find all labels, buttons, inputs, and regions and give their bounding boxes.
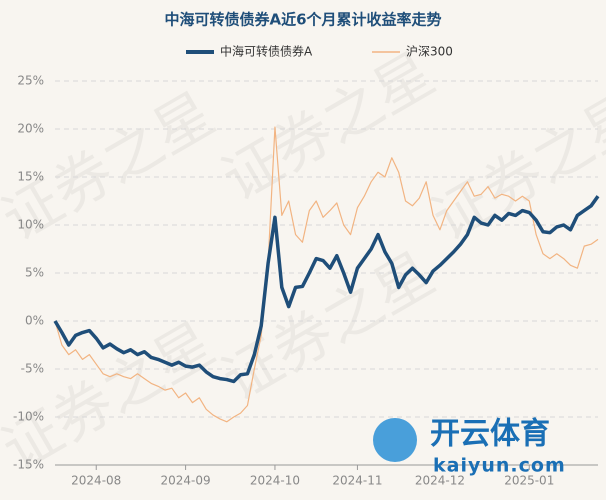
- y-tick-label: -10%: [13, 410, 44, 424]
- x-tick-label: 2024-09: [161, 474, 211, 488]
- line: [54, 126, 599, 423]
- y-tick-label: 20%: [17, 122, 44, 136]
- y-tick-label: 10%: [17, 218, 44, 232]
- y-tick-label: -15%: [13, 458, 44, 472]
- x-tick-label: 2024-12: [415, 474, 465, 488]
- logo-ball: [373, 418, 417, 462]
- line: [53, 195, 600, 384]
- y-tick-label: 15%: [17, 170, 44, 184]
- logo-url: kaiyun.com: [433, 455, 566, 477]
- x-tick-label: 2024-11: [332, 474, 382, 488]
- legend-label: 沪深300: [406, 45, 453, 59]
- y-tick-label: 5%: [25, 266, 44, 280]
- chart-title: 中海可转债债券A近6个月累计收益率走势: [164, 11, 441, 29]
- y-tick-label: 25%: [17, 74, 44, 88]
- x-tick-label: 2024-08: [71, 474, 121, 488]
- legend-label: 中海可转债债券A: [220, 44, 313, 59]
- x-tick-label: 2025-01: [504, 474, 554, 488]
- x-tick-label: 2024-10: [250, 474, 300, 488]
- logo: 开云体育 kaiyun.com: [373, 417, 566, 477]
- y-tick-label: -5%: [21, 362, 44, 376]
- logo-text: 开云体育: [430, 417, 550, 452]
- y-tick-label: 0%: [25, 314, 44, 328]
